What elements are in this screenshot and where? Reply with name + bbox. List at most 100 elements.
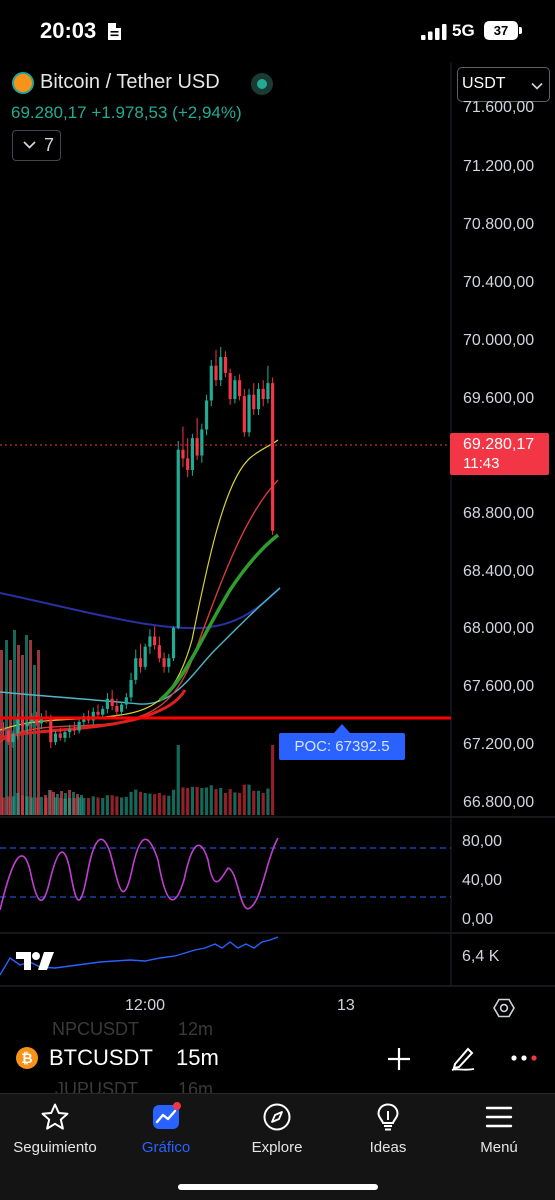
nav-label: Ideas <box>369 1139 407 1156</box>
ghost-interval: 12m <box>178 1019 214 1039</box>
ma-red-line <box>0 479 279 743</box>
chart-settings-icon[interactable] <box>493 997 515 1019</box>
volume-bar <box>105 795 110 815</box>
volume-bar <box>101 798 105 815</box>
tradingview-logo-icon <box>16 952 54 970</box>
volume-bar <box>181 787 185 815</box>
osc-axis-label: 80,00 <box>462 833 503 850</box>
candle-body <box>96 711 100 715</box>
status-bar: 20:03 5G 37 <box>0 0 555 62</box>
candle-body <box>134 658 138 680</box>
nav-label: Seguimiento <box>13 1139 97 1156</box>
candle-body <box>238 380 242 397</box>
chevron-down-icon <box>531 82 543 90</box>
drawing-pen-icon[interactable] <box>449 1044 477 1072</box>
bottom-navigation: Seguimiento Gráfico Explore Ideas Menú <box>0 1093 555 1200</box>
nav-label: Menú <box>480 1139 518 1156</box>
volume-bar <box>190 786 194 815</box>
interval-button[interactable]: 15m <box>176 1045 219 1070</box>
osc-axis-label: 0,00 <box>462 911 494 928</box>
plus-icon[interactable] <box>386 1046 412 1072</box>
candle-body <box>223 357 228 373</box>
candle-countdown: 11:43 <box>463 455 500 472</box>
candle-body <box>105 698 110 709</box>
candle-body <box>120 704 124 712</box>
price-axis-label: 70.400,00 <box>463 274 535 291</box>
price-axis-label: 71.600,00 <box>463 99 535 116</box>
oscillator-line <box>0 837 279 911</box>
volume-bar <box>176 745 180 815</box>
volume-bar <box>91 796 95 815</box>
currency-select-value: USDT <box>462 75 506 92</box>
document-icon <box>108 23 121 40</box>
more-options-icon[interactable] <box>510 1052 538 1064</box>
volume-bar <box>2 797 6 815</box>
candle-body <box>186 458 190 470</box>
volume-bar <box>252 790 256 815</box>
volume-bar <box>153 794 157 815</box>
market-open-icon[interactable] <box>251 73 273 95</box>
nav-item-menu[interactable]: Menú <box>444 1102 554 1162</box>
poc-label[interactable]: POC: 67392.5 <box>279 733 405 760</box>
volume-bar <box>115 796 119 815</box>
price-axis-label: 67.600,00 <box>463 678 535 695</box>
compass-icon <box>263 1103 291 1131</box>
candle-body <box>58 733 62 738</box>
volume-bar <box>44 798 48 815</box>
chart-canvas[interactable] <box>0 0 555 1000</box>
candle-body <box>214 365 218 381</box>
volume-bar <box>124 796 128 815</box>
chart-header: Bitcoin / Tether USD 69.280,17 +1.978,53… <box>0 62 555 162</box>
currency-select[interactable]: USDT <box>457 67 550 102</box>
symbol-title[interactable]: Bitcoin / Tether USD <box>40 71 220 93</box>
volume-bar <box>223 793 228 815</box>
candle-body <box>2 727 6 731</box>
candle-body <box>242 396 246 433</box>
volume-bar <box>233 792 237 815</box>
symbol-bar: ₿ BTCUSDT 15m <box>0 1038 555 1082</box>
volume-bar <box>6 796 10 815</box>
indicators-toggle-button[interactable]: 7 <box>12 130 61 161</box>
candle-body <box>138 658 143 667</box>
candle-body <box>157 645 161 659</box>
volume-bar <box>134 789 138 815</box>
nav-item-explore[interactable]: Explore <box>222 1102 332 1162</box>
candle-body <box>200 429 204 456</box>
volume-bar <box>58 798 62 815</box>
bitcoin-logo-icon <box>12 72 34 94</box>
candle-body <box>77 721 81 731</box>
candle-body <box>209 365 213 401</box>
volume-axis-label: 6,4 K <box>462 948 500 965</box>
volume-bar <box>143 793 147 815</box>
ma-navy-line <box>0 587 281 630</box>
candle-body <box>6 730 10 743</box>
ma-yellow-line <box>0 439 279 731</box>
candle-body <box>110 698 114 706</box>
volume-bar <box>96 797 100 815</box>
nav-item-seguimiento[interactable]: Seguimiento <box>0 1102 110 1162</box>
volume-bar <box>49 790 53 815</box>
candle-body <box>271 383 275 531</box>
candle-body <box>115 705 119 712</box>
candle-body <box>129 679 133 698</box>
volume-bar <box>271 745 275 815</box>
nav-item-grafico[interactable]: Gráfico <box>111 1102 221 1162</box>
candle-body <box>25 721 29 727</box>
symbol-search-button[interactable]: BTCUSDT <box>49 1045 153 1070</box>
volume-bar <box>63 798 67 815</box>
price-axis-label: 70.800,00 <box>463 216 535 233</box>
volume-bar <box>242 784 246 815</box>
volume-bar <box>86 798 91 815</box>
nav-item-ideas[interactable]: Ideas <box>333 1102 443 1162</box>
volume-bar <box>82 798 86 815</box>
chevron-down-icon <box>23 141 36 149</box>
volume-bar <box>162 795 166 815</box>
volume-bar <box>148 793 152 815</box>
candle-body <box>53 733 58 743</box>
volume-bar <box>39 796 43 815</box>
candle-body <box>252 394 256 410</box>
candle-body <box>181 449 185 459</box>
volume-bar <box>266 788 270 815</box>
candle-body <box>63 732 67 738</box>
battery-cap <box>519 27 522 34</box>
